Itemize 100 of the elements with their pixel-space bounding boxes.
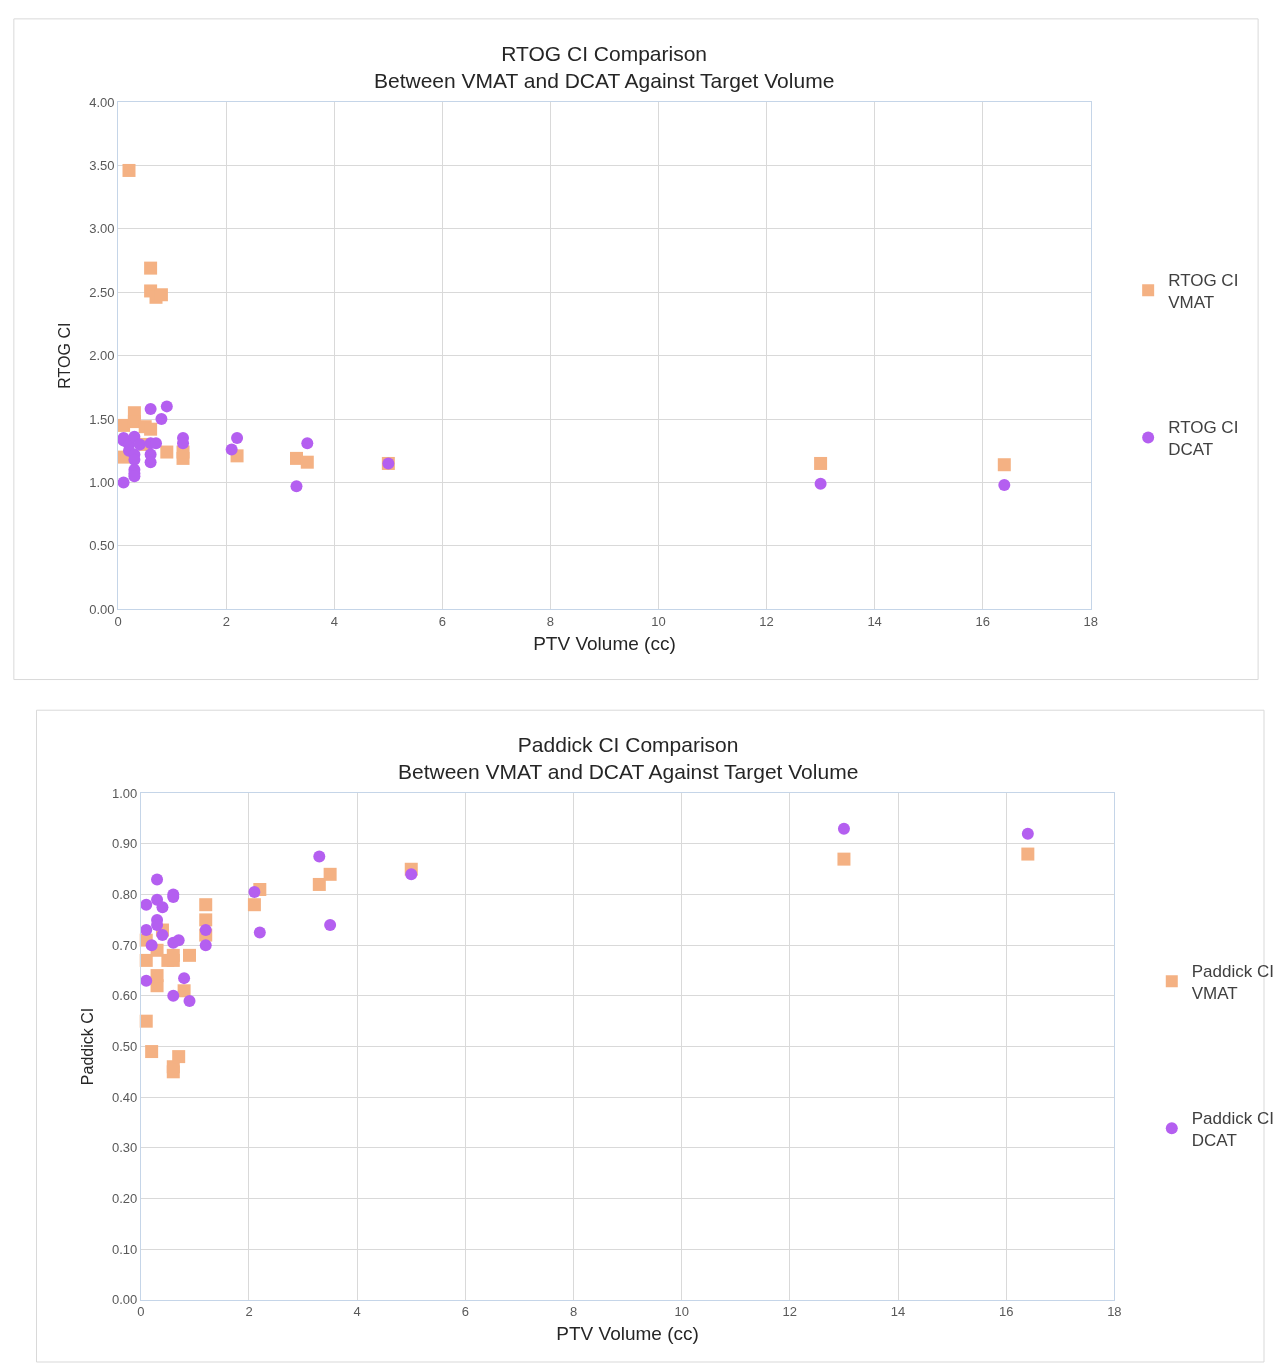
point: [183, 994, 196, 1007]
y-tick-label: 0.40: [111, 1089, 138, 1105]
point: [300, 455, 314, 469]
point: [155, 413, 168, 426]
y-tick-label: 0.50: [111, 1039, 138, 1055]
x-tick-label: 0: [114, 613, 122, 629]
point: [160, 445, 174, 459]
y-tick-label: 0.90: [111, 836, 138, 852]
y-tick-label: 0.20: [111, 1190, 138, 1206]
y-tick-label: 0.00: [89, 601, 115, 617]
point: [127, 415, 141, 429]
y-tick-label: 0.70: [111, 937, 138, 953]
x-axis-title: PTV Volume (cc): [556, 1323, 699, 1345]
y-tick-label: 4.00: [89, 94, 115, 110]
point: [225, 443, 238, 456]
legend-label: Paddick CI DCAT: [1191, 1108, 1274, 1151]
x-tick-label: 10: [674, 1304, 689, 1320]
point: [140, 924, 153, 937]
point: [145, 1045, 159, 1059]
x-axis-title: PTV Volume (cc): [533, 632, 676, 654]
x-tick-label: 16: [975, 613, 990, 629]
point: [139, 1014, 153, 1028]
point: [160, 400, 173, 413]
point: [199, 924, 212, 937]
point: [997, 458, 1011, 472]
x-tick-label: 14: [867, 613, 882, 629]
point: [133, 438, 146, 451]
point: [122, 163, 136, 177]
point: [156, 901, 169, 914]
y-tick-label: 1.00: [111, 785, 138, 801]
chart-title: Paddick CI Comparison Between VMAT and DCAT Against Target Volume: [398, 733, 859, 784]
x-tick-label: 8: [569, 1304, 578, 1320]
y-tick-label: 1.00: [89, 475, 115, 491]
point: [156, 929, 169, 942]
x-tick-label: 10: [651, 613, 666, 629]
point: [323, 867, 337, 881]
x-tick-label: 2: [245, 1304, 253, 1320]
y-tick-label: 2.00: [89, 348, 115, 364]
point: [1021, 847, 1035, 861]
point: [814, 477, 827, 490]
point: [312, 877, 326, 891]
point: [837, 822, 850, 835]
x-tick-label: 4: [330, 613, 338, 629]
point: [253, 926, 266, 939]
y-axis-title: RTOG CI: [56, 322, 74, 389]
point: [1021, 827, 1034, 840]
point: [167, 989, 180, 1002]
point: [998, 479, 1011, 492]
y-tick-label: 0.00: [111, 1292, 138, 1308]
x-tick-label: 8: [546, 613, 555, 629]
y-tick-label: 0.60: [111, 988, 138, 1004]
point: [301, 437, 314, 450]
y-tick-label: 1.50: [89, 411, 115, 427]
point: [150, 969, 164, 983]
y-tick-label: 0.50: [89, 538, 115, 554]
point: [231, 432, 244, 445]
y-axis-title: Paddick CI: [78, 1007, 96, 1086]
x-tick-label: 4: [353, 1304, 361, 1320]
y-tick-label: 0.30: [111, 1140, 138, 1156]
x-tick-label: 18: [1107, 1304, 1122, 1320]
point: [151, 873, 164, 886]
point: [199, 939, 212, 952]
x-tick-label: 6: [461, 1304, 469, 1320]
point: [172, 1050, 186, 1064]
x-tick-label: 0: [137, 1304, 145, 1320]
legend-label: Paddick CI VMAT: [1191, 961, 1274, 1003]
x-tick-label: 2: [222, 613, 230, 629]
point: [290, 480, 303, 493]
y-tick-label: 0.10: [111, 1241, 138, 1257]
point: [144, 422, 158, 436]
point: [814, 456, 828, 470]
x-tick-label: 6: [438, 613, 446, 629]
y-tick-label: 0.80: [111, 887, 138, 903]
point: [140, 974, 153, 987]
point: [405, 868, 418, 881]
chart-title: RTOG CI Comparison Between VMAT and DCAT Against Target Volume: [374, 42, 835, 93]
x-tick-label: 16: [998, 1304, 1014, 1320]
legend-label: RTOG CI DCAT: [1168, 418, 1239, 460]
point: [313, 850, 326, 863]
y-tick-label: 2.50: [89, 284, 115, 300]
x-tick-label: 18: [1083, 613, 1098, 629]
point: [144, 261, 158, 275]
point: [183, 948, 197, 962]
point: [199, 913, 213, 927]
legend-label: RTOG CI VMAT: [1168, 270, 1239, 312]
point: [324, 918, 337, 931]
point: [145, 939, 158, 952]
point: [248, 886, 261, 899]
y-tick-label: 3.50: [89, 157, 115, 173]
point: [117, 476, 130, 489]
point: [177, 984, 191, 998]
point: [247, 898, 261, 912]
point: [140, 898, 153, 911]
point: [837, 852, 851, 866]
point: [178, 972, 191, 985]
x-tick-label: 12: [759, 613, 774, 629]
point: [199, 898, 213, 912]
x-tick-label: 14: [890, 1304, 906, 1320]
y-tick-label: 3.00: [89, 221, 115, 237]
point: [144, 402, 157, 415]
